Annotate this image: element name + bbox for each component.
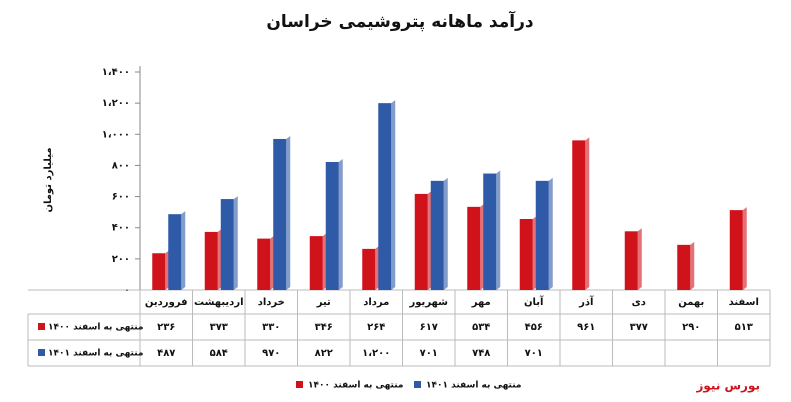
bar	[378, 103, 392, 291]
x-tick-label: بهمن	[678, 297, 704, 308]
data-label: ۷۰۱	[420, 348, 438, 359]
legend-swatch	[38, 323, 45, 330]
y-tick-label: ۸۰۰	[112, 160, 130, 171]
bar	[430, 180, 444, 290]
bar	[467, 206, 481, 290]
legend-swatch	[296, 381, 303, 388]
bar	[677, 244, 691, 290]
data-label: ۹۶۱	[577, 322, 595, 333]
bar	[152, 253, 166, 290]
data-label: ۲۹۰	[682, 322, 700, 333]
x-tick-label: اردیبهشت	[194, 297, 244, 308]
data-label: ۸۲۲	[315, 348, 333, 359]
chart-title: درآمد ماهانه پتروشیمی خراسان	[266, 10, 533, 32]
data-label: ۲۳۶	[157, 322, 175, 333]
x-tick-label: آذر	[578, 295, 594, 308]
row-label: منتهی به اسفند ۱۴۰۱	[48, 349, 143, 359]
y-tick-label: ۴۰۰	[112, 223, 130, 234]
legend-swatch	[38, 349, 45, 356]
bar	[204, 231, 218, 290]
x-tick-label: اسفند	[729, 297, 759, 308]
legend-label: منتهی به اسفند ۱۴۰۰	[308, 381, 403, 391]
y-tick-label: ۱،۴۰۰	[102, 67, 130, 78]
bar-side	[548, 177, 553, 290]
y-tick-label: ۶۰۰	[112, 192, 130, 203]
data-label: ۹۷۰	[262, 348, 280, 359]
row-label: منتهی به اسفند ۱۴۰۰	[48, 323, 143, 333]
bar	[729, 210, 743, 290]
bar-side	[233, 196, 238, 290]
data-label: ۱،۲۰۰	[362, 348, 390, 359]
x-tick-label: شهریور	[409, 297, 449, 308]
legend-label: منتهی به اسفند ۱۴۰۱	[426, 381, 521, 391]
data-label: ۵۸۴	[210, 348, 228, 359]
bar-side	[496, 170, 501, 290]
data-label: ۶۱۷	[420, 322, 438, 333]
bar	[309, 236, 323, 290]
data-label: ۳۴۶	[315, 322, 333, 333]
source-logo: بورس نیوز	[695, 379, 760, 394]
bar	[535, 180, 549, 290]
data-label: ۳۷۷	[630, 322, 648, 333]
y-tick-label: ۱،۰۰۰	[102, 129, 130, 140]
bar-side	[391, 100, 396, 291]
data-label: ۴۵۶	[525, 322, 543, 333]
bar-side	[637, 228, 642, 290]
x-tick-label: مرداد	[363, 297, 389, 308]
data-label: ۷۴۸	[472, 348, 490, 359]
x-tick-label: فروردین	[145, 297, 188, 308]
bar-side	[443, 177, 448, 290]
bar-side	[338, 159, 343, 290]
bar-side	[742, 207, 747, 290]
x-tick-label: آبان	[524, 295, 544, 308]
bar	[220, 199, 234, 290]
bar	[414, 193, 428, 290]
data-label: ۵۱۳	[735, 322, 753, 333]
bar	[325, 162, 339, 290]
bar	[257, 238, 271, 290]
legend-swatch	[414, 381, 421, 388]
bar-side	[286, 135, 291, 290]
bar	[362, 248, 376, 290]
y-tick-label: ۲۰۰	[112, 254, 130, 265]
x-tick-label: دی	[632, 297, 646, 308]
bar	[624, 231, 638, 290]
data-label: ۳۳۰	[262, 322, 280, 333]
data-label: ۳۷۳	[210, 322, 228, 333]
y-tick-label: ۱،۲۰۰	[102, 98, 130, 109]
bar-side	[690, 241, 695, 290]
data-label: ۲۶۴	[367, 322, 385, 333]
bar	[572, 140, 586, 290]
data-label: ۴۸۷	[157, 348, 175, 359]
x-tick-label: مهر	[471, 297, 491, 308]
data-label: ۷۰۱	[525, 348, 543, 359]
x-tick-label: تیر	[316, 297, 331, 308]
bar-side	[585, 137, 590, 290]
bar	[168, 214, 182, 290]
x-tick-label: خرداد	[258, 297, 285, 308]
bar	[273, 138, 287, 290]
y-axis-label: میلیارد تومان	[43, 147, 54, 212]
data-label: ۵۳۴	[472, 322, 490, 333]
bar	[519, 218, 533, 290]
bar-side	[181, 211, 186, 290]
bar	[483, 173, 497, 290]
